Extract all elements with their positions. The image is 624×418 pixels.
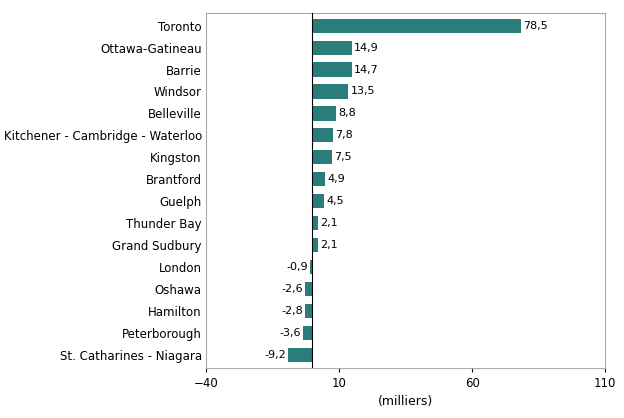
- Text: -0,9: -0,9: [286, 262, 308, 272]
- Bar: [313, 106, 336, 120]
- Bar: [288, 347, 313, 362]
- Bar: [305, 304, 313, 318]
- Bar: [313, 194, 324, 208]
- Bar: [313, 84, 348, 99]
- Text: 13,5: 13,5: [351, 87, 375, 97]
- Text: 7,8: 7,8: [335, 130, 353, 140]
- Bar: [313, 172, 326, 186]
- Bar: [303, 326, 313, 340]
- Bar: [313, 150, 333, 164]
- X-axis label: (milliers): (milliers): [378, 395, 433, 408]
- Text: 14,9: 14,9: [354, 43, 379, 53]
- Bar: [313, 238, 318, 252]
- Text: 4,9: 4,9: [328, 174, 345, 184]
- Bar: [313, 41, 352, 55]
- Bar: [310, 260, 313, 274]
- Bar: [306, 282, 313, 296]
- Text: -3,6: -3,6: [279, 328, 301, 338]
- Text: 2,1: 2,1: [320, 218, 338, 228]
- Text: 8,8: 8,8: [338, 108, 356, 118]
- Bar: [313, 18, 522, 33]
- Text: -9,2: -9,2: [264, 350, 286, 359]
- Text: 7,5: 7,5: [334, 152, 352, 162]
- Text: -2,8: -2,8: [281, 306, 303, 316]
- Text: 4,5: 4,5: [326, 196, 344, 206]
- Bar: [313, 62, 351, 76]
- Bar: [313, 128, 333, 143]
- Bar: [313, 216, 318, 230]
- Text: 78,5: 78,5: [524, 21, 548, 31]
- Text: 14,7: 14,7: [354, 64, 378, 74]
- Text: -2,6: -2,6: [282, 284, 303, 294]
- Text: 2,1: 2,1: [320, 240, 338, 250]
